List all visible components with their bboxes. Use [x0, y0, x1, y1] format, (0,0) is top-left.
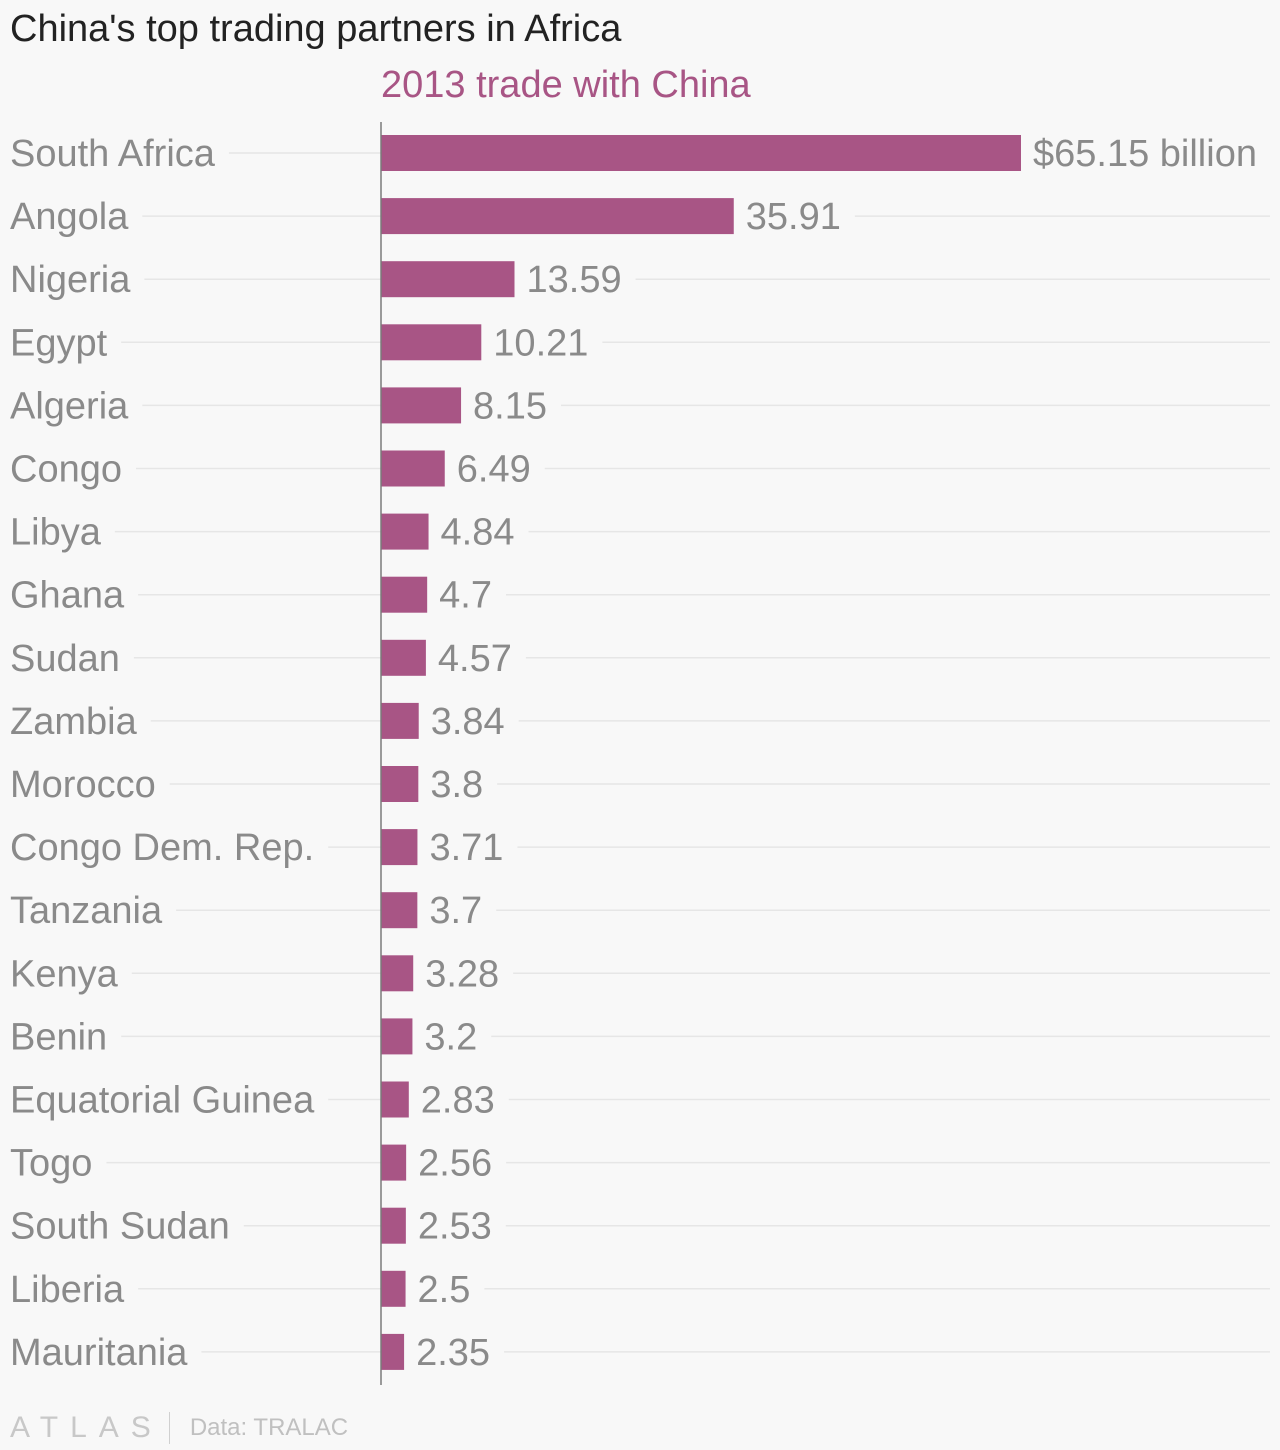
category-label: Congo: [10, 449, 122, 491]
bar: [381, 198, 734, 235]
bar: [381, 1081, 409, 1118]
bar: [381, 1018, 413, 1055]
category-label: Algeria: [10, 385, 129, 427]
bar: [381, 892, 418, 929]
value-label: 13.59: [527, 259, 622, 301]
value-label: 3.71: [429, 827, 503, 869]
category-label: South Sudan: [10, 1206, 230, 1248]
footer: ATLAS Data: TRALAC: [10, 1410, 348, 1446]
category-label: Zambia: [10, 701, 138, 743]
bar: [381, 387, 462, 424]
source-note: Data: TRALAC: [189, 1414, 349, 1441]
value-label: 4.7: [439, 575, 492, 617]
category-label: Congo Dem. Rep.: [10, 827, 314, 869]
value-label: 3.2: [424, 1016, 477, 1058]
bar: [381, 1270, 406, 1307]
category-label: Ghana: [10, 575, 125, 617]
bar: [381, 261, 515, 298]
category-label: Liberia: [10, 1269, 125, 1311]
bar-chart: South Africa $65.15 billion Angola 35.91 Nig…: [10, 122, 1270, 1385]
category-label: Benin: [10, 1016, 107, 1058]
value-label: $65.15 billion: [1033, 133, 1257, 175]
bar: [381, 1333, 405, 1370]
bar: [381, 576, 428, 613]
bar: [381, 324, 482, 361]
bar: [381, 135, 1021, 171]
category-label: Angola: [10, 196, 129, 238]
value-label: 2.5: [418, 1269, 471, 1311]
bar: [381, 513, 429, 550]
bar: [381, 1207, 406, 1244]
bar: [381, 702, 419, 739]
value-label: 2.83: [421, 1080, 495, 1122]
value-label: 2.35: [416, 1332, 490, 1374]
bar: [381, 766, 419, 802]
series-title: 2013 trade with China: [381, 64, 751, 106]
bar: [381, 450, 445, 487]
category-label: Sudan: [10, 638, 120, 680]
chart-title: China's top trading partners in Africa: [10, 8, 622, 50]
category-label: Equatorial Guinea: [10, 1080, 315, 1122]
footer-divider: [168, 1412, 170, 1444]
value-label: 4.84: [441, 512, 515, 554]
value-label: 8.15: [473, 385, 547, 427]
value-label: 3.8: [430, 764, 483, 806]
value-label: 2.53: [418, 1206, 492, 1248]
bar: [381, 639, 426, 676]
value-label: 2.56: [418, 1143, 492, 1185]
category-label: Egypt: [10, 322, 108, 364]
category-label: Togo: [10, 1143, 92, 1185]
value-label: 6.49: [457, 449, 531, 491]
value-label: 35.91: [746, 196, 841, 238]
bar: [381, 829, 418, 866]
value-label: 3.28: [425, 953, 499, 995]
category-label: Mauritania: [10, 1332, 188, 1374]
category-label: Nigeria: [10, 259, 131, 301]
bar: [381, 955, 414, 992]
bar: [381, 1144, 407, 1181]
category-label: Kenya: [10, 953, 119, 995]
atlas-logo: ATLAS: [10, 1411, 163, 1444]
value-label: 3.7: [429, 890, 482, 932]
value-label: 4.57: [438, 638, 512, 680]
category-label: Libya: [10, 512, 102, 554]
category-label: South Africa: [10, 133, 216, 175]
category-label: Tanzania: [10, 890, 163, 932]
value-label: 3.84: [431, 701, 505, 743]
value-label: 10.21: [493, 322, 588, 364]
category-label: Morocco: [10, 764, 156, 806]
